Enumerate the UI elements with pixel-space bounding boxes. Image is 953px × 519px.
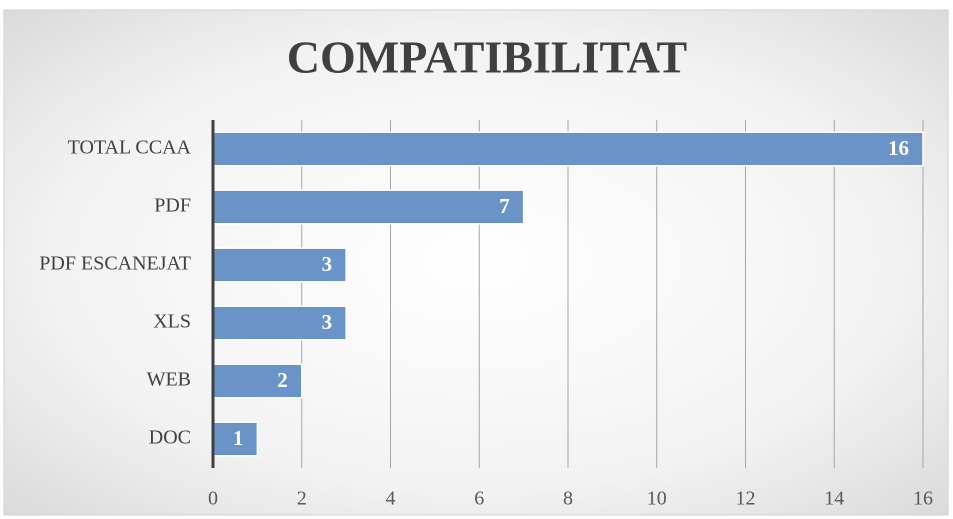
x-tick-label: 2 [297,488,307,510]
data-label: 3 [322,252,333,276]
x-tick-label: 14 [824,488,844,510]
bar [212,421,259,457]
data-label: 7 [499,194,510,218]
data-label: 2 [277,368,288,392]
data-label: 16 [888,136,909,160]
y-tick-label: WEB [147,369,191,391]
x-tick-label: 12 [736,488,756,510]
y-tick-label: PDF ESCANEJAT [39,253,191,275]
y-tick-label: DOC [149,427,191,449]
x-tick-label: 8 [563,488,573,510]
y-tick-label: XLS [153,311,191,333]
x-tick-label: 0 [208,488,218,510]
data-label: 1 [233,426,244,450]
x-tick-label: 10 [647,488,667,510]
data-label: 3 [322,310,333,334]
x-tick-label: 4 [386,488,396,510]
y-tick-label: TOTAL CCAA [68,137,192,159]
x-tick-label: 6 [474,488,484,510]
chart-title: COMPATIBILITAT [287,32,687,83]
bar [212,363,303,399]
bar [212,305,347,341]
bar [212,189,525,225]
x-tick-label: 16 [913,488,933,510]
y-tick-label: PDF [154,195,191,217]
bar [212,131,924,167]
chart-background [3,9,949,516]
